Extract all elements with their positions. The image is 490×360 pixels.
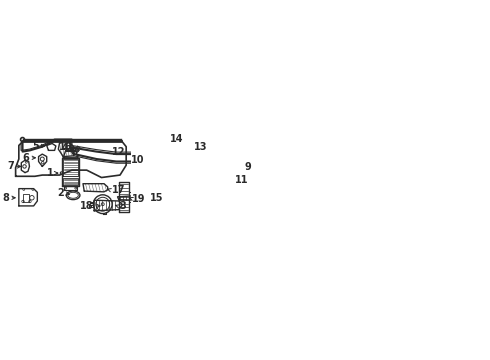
Text: 13: 13 (194, 143, 208, 152)
Text: 9: 9 (244, 162, 251, 172)
Text: 19: 19 (132, 194, 146, 203)
Text: 14: 14 (171, 134, 184, 144)
Text: 6: 6 (23, 153, 29, 163)
Text: 1: 1 (47, 168, 53, 178)
Text: 3: 3 (119, 201, 126, 211)
Text: 2: 2 (58, 188, 65, 198)
Text: 18: 18 (80, 201, 94, 211)
Text: 5: 5 (32, 141, 39, 151)
Text: 8: 8 (2, 193, 9, 203)
Text: 4: 4 (62, 143, 69, 153)
Text: 12: 12 (111, 147, 125, 157)
Text: 10: 10 (131, 155, 145, 165)
Text: 11: 11 (235, 175, 248, 185)
Text: 16: 16 (59, 142, 73, 152)
Text: 17: 17 (112, 185, 125, 195)
Text: 15: 15 (150, 193, 163, 203)
Text: 7: 7 (7, 161, 14, 171)
